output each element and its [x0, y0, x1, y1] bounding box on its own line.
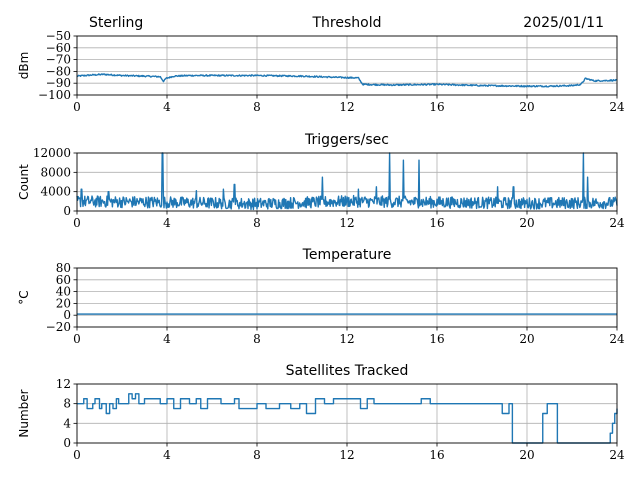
x-tick-label: 0: [73, 100, 81, 114]
y-axis-label: Number: [17, 389, 31, 437]
chart-title: Threshold: [312, 15, 382, 31]
x-tick-label: 24: [609, 216, 625, 230]
y-tick-label: −50: [46, 29, 71, 43]
chart-title: Triggers/sec: [304, 132, 389, 148]
y-tick-label: 0: [63, 308, 71, 322]
x-tick-label: 16: [429, 448, 444, 462]
x-tick-label: 24: [609, 100, 625, 114]
x-tick-label: 0: [73, 448, 81, 462]
x-tick-label: 8: [253, 100, 261, 114]
report-date: 2025/01/11: [523, 15, 604, 31]
y-tick-label: 4000: [40, 185, 71, 199]
y-tick-label: −90: [46, 76, 71, 90]
chart-title: Temperature: [302, 247, 392, 263]
series-line: [76, 152, 618, 211]
chart-panel-0: 0 4 8 12 16 20 24 −100−90−80−70−60−50 Threshold d…: [17, 15, 625, 114]
y-tick-label: 12000: [33, 146, 71, 160]
chart-panel-3: 0 4 8 12 16 20 24 0 4 8 12 Satellites Tracked Number: [17, 363, 625, 462]
y-tick-label: −70: [46, 53, 71, 67]
chart-panel-1: 0 4 8 12 16 20 24 0 4000 8000 12000 Triggers/sec Cou…: [17, 132, 625, 230]
y-tick-label: 20: [56, 296, 71, 310]
x-tick-label: 0: [73, 216, 81, 230]
series-line: [76, 73, 618, 88]
y-tick-label: 8: [63, 397, 71, 411]
x-tick-label: 20: [519, 332, 534, 346]
x-tick-label: 12: [339, 448, 354, 462]
x-tick-label: 4: [163, 100, 171, 114]
x-tick-label: 16: [429, 100, 444, 114]
x-tick-label: 8: [253, 332, 261, 346]
chart-panels: 0 4 8 12 16 20 24 −100−90−80−70−60−50 Threshold d…: [17, 15, 625, 462]
x-tick-label: 4: [163, 216, 171, 230]
y-tick-label: 0: [63, 204, 71, 218]
x-tick-label: 24: [609, 332, 625, 346]
x-tick-label: 24: [609, 448, 625, 462]
y-tick-label: −20: [46, 320, 71, 334]
x-tick-label: 0: [73, 332, 81, 346]
y-tick-label: 0: [63, 436, 71, 450]
y-tick-label: 12: [56, 377, 71, 391]
y-axis-label: °C: [17, 290, 31, 304]
x-tick-label: 16: [429, 332, 444, 346]
y-tick-label: 4: [63, 416, 71, 430]
x-tick-label: 12: [339, 216, 354, 230]
x-tick-label: 20: [519, 448, 534, 462]
y-tick-label: 80: [56, 261, 71, 275]
y-tick-label: 8000: [40, 165, 71, 179]
x-tick-label: 16: [429, 216, 444, 230]
y-axis-label: dBm: [17, 52, 31, 80]
station-name: Sterling: [89, 15, 143, 31]
x-tick-label: 20: [519, 216, 534, 230]
chart-title: Satellites Tracked: [286, 363, 409, 379]
y-tick-label: −100: [38, 88, 71, 102]
x-tick-label: 4: [163, 332, 171, 346]
y-axis-label: Count: [17, 164, 31, 200]
x-tick-label: 8: [253, 448, 261, 462]
x-tick-label: 12: [339, 100, 354, 114]
x-tick-label: 12: [339, 332, 354, 346]
y-tick-label: −80: [46, 64, 71, 78]
y-tick-label: 60: [56, 273, 71, 287]
y-tick-label: 40: [56, 285, 71, 299]
x-tick-label: 4: [163, 448, 171, 462]
x-tick-label: 20: [519, 100, 534, 114]
x-tick-label: 8: [253, 216, 261, 230]
y-tick-label: −60: [46, 41, 71, 55]
